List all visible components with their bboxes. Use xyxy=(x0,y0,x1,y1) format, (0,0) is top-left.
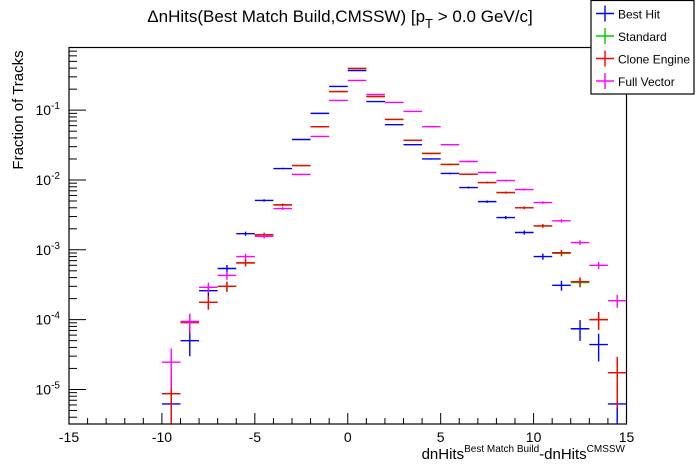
legend: Best Hit Standard Clone Engine Full Vector xyxy=(590,0,695,95)
data-marks xyxy=(161,67,627,424)
y-tick-label: 10-5 xyxy=(36,380,61,397)
chart-title: ΔnHits(Best Match Build,CMSSW) [pT > 0.0… xyxy=(147,7,532,31)
y-tick-label: 10-2 xyxy=(36,171,61,188)
y-tick-label: 10-4 xyxy=(36,311,61,328)
x-label-base1: dnHits xyxy=(422,446,465,463)
legend-entry: Clone Engine xyxy=(618,53,690,67)
y-axis-label: Fraction of Tracks xyxy=(10,50,27,169)
x-label-sup2: CMSSW xyxy=(587,444,626,455)
x-tick-label: 0 xyxy=(344,429,352,445)
x-tick-label: -10 xyxy=(152,429,172,445)
x-label-sup1: Best Match Build xyxy=(464,444,539,455)
series-standard xyxy=(161,67,627,424)
x-axis-label: dnHitsBest Match Build-dnHitsCMSSW xyxy=(422,444,626,463)
chart-title-subscript: T xyxy=(425,16,433,31)
chart-title-suffix: > 0.0 GeV/c] xyxy=(433,7,533,26)
x-label-base2: -dnHits xyxy=(539,446,587,463)
chart-title-main: ΔnHits(Best Match Build,CMSSW) [p xyxy=(147,7,425,26)
x-tick-label: 15 xyxy=(619,429,635,445)
legend-box xyxy=(590,0,695,95)
legend-entry: Full Vector xyxy=(618,75,675,89)
plot-frame xyxy=(68,46,628,425)
x-tick-label: 10 xyxy=(526,429,542,445)
axes: -15 -10 -5 0 5 10 15 10-1 10-2 10-3 10-4 10-5 xyxy=(36,50,635,445)
x-tick-label: -15 xyxy=(59,429,79,445)
series-full-vector xyxy=(161,79,627,389)
x-tick-label: 5 xyxy=(437,429,445,445)
series-best-hit xyxy=(161,69,627,424)
legend-entry: Best Hit xyxy=(618,8,661,22)
y-tick-label: 10-1 xyxy=(36,101,61,118)
x-tick-label: -5 xyxy=(249,429,262,445)
y-tick-label: 10-3 xyxy=(36,241,61,258)
series-clone-engine xyxy=(161,67,627,424)
legend-entry: Standard xyxy=(618,30,667,44)
